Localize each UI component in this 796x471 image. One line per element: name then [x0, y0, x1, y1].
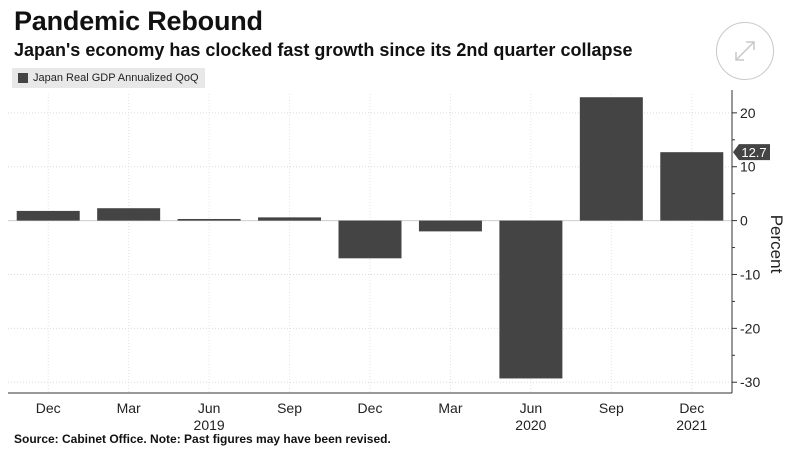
x-tick-label: Mar [438, 400, 462, 416]
x-tick-label: Dec [679, 400, 704, 416]
y-tick-label: -30 [740, 374, 760, 390]
x-year-label: 2020 [515, 417, 546, 433]
bar[interactable] [177, 218, 241, 221]
x-tick-label: Sep [277, 400, 302, 416]
bar[interactable] [258, 217, 322, 221]
bar[interactable] [499, 220, 563, 379]
x-tick-label: Jun [520, 400, 543, 416]
x-tick-label: Jun [198, 400, 221, 416]
expand-arrows-icon [735, 41, 755, 61]
bars [16, 97, 724, 379]
bar[interactable] [97, 208, 161, 221]
bar[interactable] [338, 220, 402, 259]
axes: 20 10 0 -10 -20 -30 Dec Mar Jun Sep Dec Mar Jun Sep De… [8, 90, 786, 433]
x-tick-label: Mar [117, 400, 141, 416]
chart-title: Pandemic Rebound [14, 6, 263, 36]
chart-subtitle: Japan's economy has clocked fast growth … [14, 40, 633, 60]
x-year-label: 2019 [194, 417, 225, 433]
bar[interactable] [579, 97, 643, 221]
source-note: Source: Cabinet Office. Note: Past figur… [14, 432, 391, 446]
bar[interactable] [660, 152, 724, 221]
last-value-callout: 12.7 [733, 144, 770, 161]
legend: Japan Real GDP Annualized QoQ [12, 68, 205, 88]
x-tick-label: Dec [36, 400, 61, 416]
x-year-label: 2021 [676, 417, 707, 433]
callout-box [733, 144, 770, 161]
legend-swatch [18, 73, 28, 83]
x-tick-label: Dec [358, 400, 383, 416]
bar[interactable] [16, 210, 80, 221]
y-tick-label: -10 [740, 266, 760, 282]
y-tick-label: 0 [740, 213, 748, 229]
last-value-label: 12.7 [741, 145, 766, 160]
expand-button[interactable] [716, 22, 774, 80]
y-tick-label: 10 [740, 159, 756, 175]
y-axis-title: Percent [767, 215, 786, 274]
y-tick-label: -20 [740, 320, 760, 336]
legend-label: Japan Real GDP Annualized QoQ [33, 72, 199, 84]
y-tick-label: 20 [740, 105, 756, 121]
bar[interactable] [418, 220, 482, 232]
x-tick-label: Sep [599, 400, 624, 416]
